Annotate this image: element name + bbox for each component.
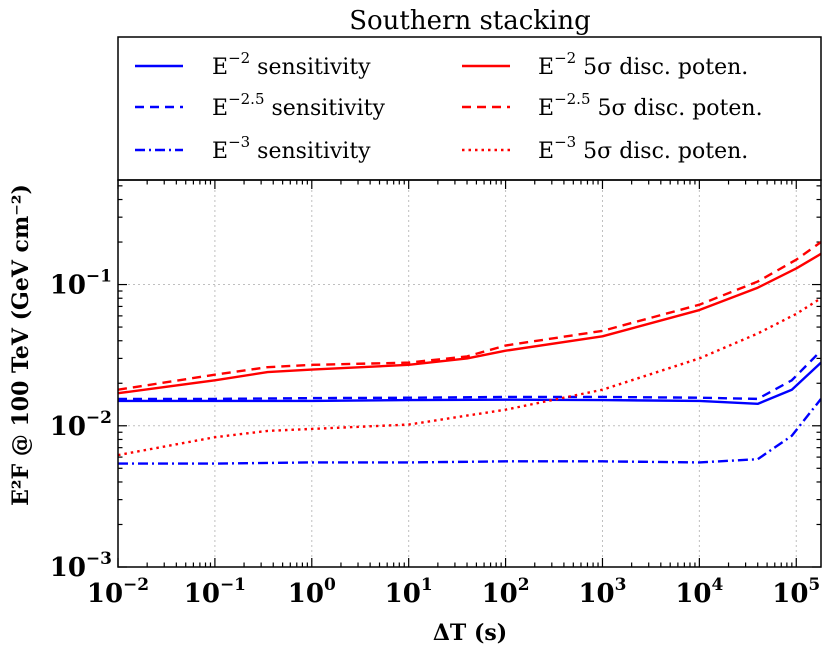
y-tick-base: 10 [50, 271, 86, 301]
x-tick-exponent: −1 [220, 575, 246, 595]
y-tick-label: 10−2 [50, 408, 112, 442]
x-tick-base: 10 [184, 579, 220, 609]
legend-label-5: E−2.5 5σ disc. poten. [538, 90, 763, 121]
legend-label-rest: sensitivity [265, 96, 386, 121]
y-tick-exponent: −2 [86, 408, 112, 428]
x-tick-label: 104 [675, 575, 723, 609]
chart-title: Southern stacking [349, 6, 591, 36]
legend-label-3: E−3 sensitivity [212, 133, 371, 164]
legend-label-main: E [538, 55, 554, 80]
y-tick-exponent: −1 [86, 267, 112, 287]
x-axis-label: ΔT (s) [433, 620, 507, 646]
legend-label-main: E [212, 139, 228, 164]
legend-label-rest: sensitivity [250, 55, 371, 80]
legend-label-sup: −2 [228, 49, 250, 67]
x-tick-base: 10 [385, 579, 421, 609]
x-tick-exponent: 2 [518, 575, 530, 595]
legend-label-main: E [212, 96, 228, 121]
x-tick-base: 10 [772, 579, 808, 609]
x-tick-base: 10 [482, 579, 518, 609]
y-axis-ticks: 10−310−210−1 [50, 267, 112, 583]
legend-label-main: E [212, 55, 228, 80]
x-tick-exponent: 3 [615, 575, 627, 595]
x-tick-label: 100 [288, 575, 336, 609]
x-tick-label: 105 [772, 575, 820, 609]
legend-label-rest: sensitivity [250, 139, 371, 164]
x-tick-base: 10 [87, 579, 123, 609]
y-axis-label: E²F @ 100 TeV (GeV cm⁻²) [8, 184, 34, 506]
x-axis-ticks: 10−2 10−1 100 101 102 103 104 105 [87, 575, 820, 609]
y-tick-exponent: −3 [86, 549, 112, 569]
x-tick-exponent: 4 [712, 575, 724, 595]
legend-label-1: E−2 sensitivity [212, 49, 371, 80]
series-line-2 [118, 349, 821, 401]
x-tick-label: 102 [482, 575, 530, 609]
legend-label-main: E [538, 96, 554, 121]
series-line-5 [118, 241, 821, 391]
y-tick-base: 10 [50, 553, 86, 583]
y-tick-label: 10−3 [50, 549, 112, 583]
legend-label-sup: −2.5 [228, 90, 264, 108]
series-line-4 [118, 252, 821, 395]
legend-label-sup: −2.5 [554, 90, 590, 108]
x-tick-exponent: 0 [324, 575, 336, 595]
legend-label-main: E [538, 139, 554, 164]
legend-label-rest: 5σ disc. poten. [576, 139, 748, 164]
x-tick-label: 103 [578, 575, 626, 609]
x-tick-base: 10 [675, 579, 711, 609]
series-group [118, 241, 821, 465]
legend-label-rest: 5σ disc. poten. [591, 96, 763, 121]
legend-label-2: E−2.5 sensitivity [212, 90, 385, 121]
x-tick-exponent: −2 [123, 575, 149, 595]
legend-label-6: E−3 5σ disc. poten. [538, 133, 748, 164]
x-tick-exponent: 1 [421, 575, 433, 595]
y-tick-label: 10−1 [50, 267, 112, 301]
legend-label-sup: −3 [554, 133, 576, 151]
plot-area [117, 179, 822, 568]
series-line-1 [118, 361, 821, 406]
x-tick-exponent: 5 [808, 575, 820, 595]
legend-label-sup: −3 [228, 133, 250, 151]
legend-label-sup: −2 [554, 49, 576, 67]
legend-label-4: E−2 5σ disc. poten. [538, 49, 748, 80]
x-tick-base: 10 [288, 579, 324, 609]
x-tick-base: 10 [578, 579, 614, 609]
x-tick-label: 10−2 [87, 575, 149, 609]
legend-label-rest: 5σ disc. poten. [576, 55, 748, 80]
y-tick-base: 10 [50, 412, 86, 442]
x-tick-label: 101 [385, 575, 433, 609]
x-tick-label: 10−1 [184, 575, 246, 609]
series-line-3 [118, 398, 821, 465]
series-line-6 [118, 297, 821, 457]
legend [117, 36, 822, 181]
